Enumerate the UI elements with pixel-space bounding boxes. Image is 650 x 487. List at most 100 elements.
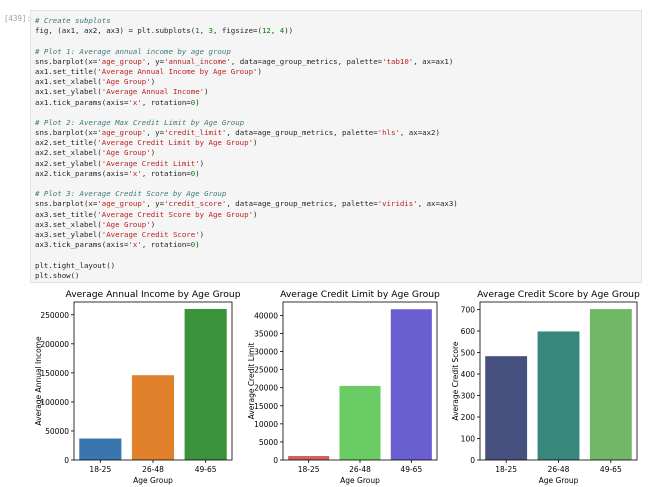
code-token: , data=age_group_metrics, palette=	[226, 128, 378, 138]
y-tick-label: 30000	[254, 348, 278, 357]
code-token: plt.show()	[35, 270, 80, 280]
code-token: # Plot 2: Average Max Credit Limit by Ag…	[35, 117, 245, 127]
code-token: 'x'	[128, 240, 142, 250]
code-token: 'Average Annual Income by Age Group'	[97, 66, 258, 76]
code-line: # Plot 2: Average Max Credit Limit by Ag…	[35, 118, 458, 128]
code-token: 'tab10'	[382, 56, 414, 66]
code-token: )	[253, 209, 258, 219]
code-token: 'Age Group'	[101, 148, 151, 158]
code-token: ax3.tick_params(axis=	[35, 240, 129, 250]
code-token: )	[195, 168, 200, 178]
y-tick-label: 0	[64, 456, 69, 465]
code-token: 1	[195, 26, 200, 36]
code-line: ax3.set_xlabel('Age Group')	[35, 220, 458, 230]
code-token: ax2.tick_params(axis=	[35, 168, 129, 178]
x-tick-label: 18-25	[495, 465, 517, 474]
y-tick-label: 25000	[254, 366, 278, 375]
code-token: 3	[208, 26, 213, 36]
y-tick-label: 35000	[254, 329, 278, 338]
x-tick-label: 49-65	[400, 465, 422, 474]
bar	[390, 309, 432, 460]
code-token: # Create subplots	[35, 16, 111, 25]
code-token: , y=	[146, 56, 165, 66]
y-tick-label: 5000	[259, 438, 278, 447]
code-token: )	[195, 97, 200, 107]
code-token: 'Average Credit Score'	[101, 229, 200, 239]
y-tick-label: 15000	[254, 402, 278, 411]
code-token: , ax=ax3)	[417, 199, 458, 209]
bar	[131, 375, 175, 460]
code-token: 0	[190, 168, 196, 178]
y-tick-label: 100	[461, 435, 476, 444]
code-token: , rotation=	[141, 240, 191, 250]
y-axis-label: Average Credit Score	[451, 341, 460, 421]
code-token: 'Average Credit Limit by Age Group'	[97, 138, 254, 148]
x-tick-label: 18-25	[298, 465, 320, 474]
code-line: plt.tight_layout()	[35, 261, 458, 271]
code-token: ax1.set_ylabel(	[35, 87, 102, 97]
code-token: sns.barplot(x=	[35, 128, 98, 138]
code-line: sns.barplot(x='age_group', y='credit_sco…	[35, 199, 458, 209]
code-line: ax3.tick_params(axis='x', rotation=0)	[35, 240, 458, 250]
code-token: 'Age Group'	[101, 219, 151, 229]
code-token: ax3.set_xlabel(	[35, 219, 102, 229]
code-token: )	[150, 77, 156, 87]
code-token: 'age_group'	[97, 128, 147, 138]
code-line: sns.barplot(x='age_group', y='credit_lim…	[35, 128, 458, 138]
code-line: sns.barplot(x='age_group', y='annual_inc…	[35, 57, 458, 67]
y-tick-label: 600	[461, 327, 476, 336]
code-token: , rotation=	[141, 97, 191, 107]
code-line: ax1.set_title('Average Annual Income by …	[35, 67, 458, 77]
bar	[79, 438, 122, 460]
y-tick-label: 10000	[254, 420, 278, 429]
code-line: # Create subplots	[35, 16, 458, 26]
code-line: ax3.set_ylabel('Average Credit Score')	[35, 230, 458, 240]
code-token: 'hls'	[377, 128, 400, 138]
x-axis-label: Age Group	[133, 476, 173, 485]
y-tick-label: 500	[461, 349, 476, 358]
chart-title: Average Annual Income by Age Group	[65, 289, 240, 300]
y-axis-label: Average Credit Limit	[247, 343, 256, 420]
code-token: 'x'	[128, 168, 142, 178]
code-token: , data=age_group_metrics, palette=	[226, 199, 378, 209]
code-token: ax2.set_xlabel(	[35, 148, 102, 158]
y-tick-label: 150000	[40, 369, 69, 378]
bar	[288, 456, 330, 460]
code-line: ax1.tick_params(axis='x', rotation=0)	[35, 98, 458, 108]
bar	[184, 308, 227, 460]
chart-title: Average Credit Score by Age Group	[477, 289, 640, 300]
y-tick-label: 200	[461, 413, 476, 422]
code-token: ax2.set_ylabel(	[35, 158, 102, 168]
x-tick-label: 49-65	[195, 465, 217, 474]
bar	[537, 331, 580, 460]
x-tick-label: 26-48	[349, 465, 371, 474]
code-line: # Plot 3: Average Credit Score by Age Gr…	[35, 189, 458, 199]
code-token: 'Age Group'	[101, 77, 151, 87]
code-cell[interactable]: # Create subplots fig, (ax1, ax2, ax3) = …	[30, 10, 642, 283]
y-tick-label: 400	[461, 370, 476, 379]
y-axis-label: Average Annual Income	[34, 336, 43, 426]
x-tick-label: 18-25	[89, 465, 111, 474]
code-token: ax3.set_ylabel(	[35, 229, 102, 239]
code-editor[interactable]: # Create subplots fig, (ax1, ax2, ax3) = …	[35, 16, 458, 281]
code-token: ax1.tick_params(axis=	[35, 97, 129, 107]
code-line: ax1.set_ylabel('Average Annual Income')	[35, 87, 458, 97]
x-tick-label: 26-48	[548, 465, 570, 474]
x-tick-label: 26-48	[142, 465, 164, 474]
code-token: , figsize=(	[213, 26, 262, 36]
code-token: )	[257, 66, 262, 76]
code-token: ,	[199, 26, 209, 36]
bar	[339, 385, 381, 460]
y-tick-label: 20000	[254, 384, 278, 393]
code-token: 4	[279, 26, 285, 36]
code-token: sns.barplot(x=	[35, 56, 98, 66]
code-token: 0	[190, 240, 196, 250]
code-token: # Plot 1: Average annual income by age g…	[35, 46, 231, 56]
code-token: ,	[270, 26, 280, 36]
code-token: 'annual_income'	[164, 56, 231, 66]
x-tick-label: 49-65	[600, 465, 622, 474]
y-tick-label: 40000	[254, 311, 278, 320]
y-tick-label: 50000	[45, 427, 69, 436]
code-token: fig, (ax1, ax2, ax3) = plt.subplots(	[35, 26, 196, 36]
code-token: ax2.set_title(	[35, 138, 98, 148]
